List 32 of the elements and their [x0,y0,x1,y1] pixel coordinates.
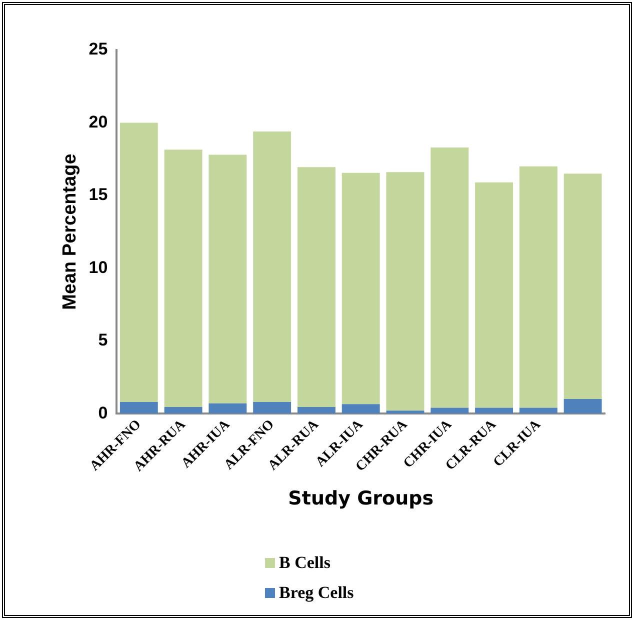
bar [253,402,292,414]
y-tick-label: 15 [88,185,108,204]
y-tick-label: 0 [98,403,108,422]
bar [475,182,513,408]
bar [475,408,513,414]
y-tick-label: 5 [98,330,108,350]
bar [519,166,558,408]
bar [342,404,380,414]
bar [519,408,558,414]
bar [253,131,292,402]
bar [120,122,158,402]
bar [297,167,336,408]
bar [297,407,336,414]
bar [208,154,247,404]
y-tick-label: 10 [88,258,108,277]
legend-label: Breg Cells [279,583,354,603]
bar [164,150,202,408]
x-axis-title: Study Groups [288,488,434,510]
bar [564,399,602,414]
bar [386,410,424,414]
legend-label: B Cells [279,553,330,573]
bar [342,172,380,404]
bar [564,174,602,400]
bar [386,172,424,411]
bar [430,147,469,408]
bar [430,408,469,414]
bar [164,407,202,414]
y-axis-title: Mean Percentage [60,154,81,310]
y-tick-label: 25 [88,40,108,59]
bar [208,403,247,414]
bar [120,402,158,414]
y-tick-label: 20 [88,112,108,132]
